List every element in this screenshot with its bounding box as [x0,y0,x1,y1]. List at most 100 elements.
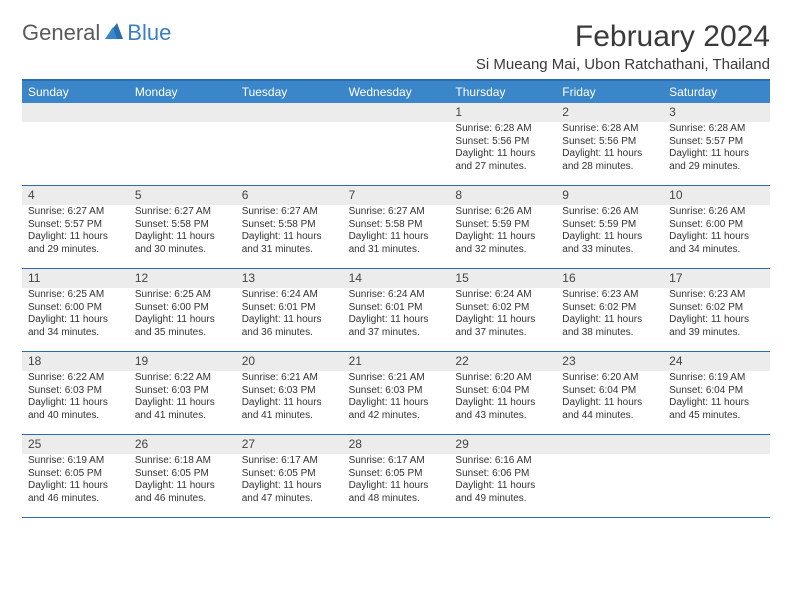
day-number: 26 [129,435,236,454]
sunrise-text: Sunrise: 6:26 AM [562,206,657,219]
sunset-text: Sunset: 6:04 PM [562,385,657,398]
day-detail: Sunrise: 6:24 AMSunset: 6:02 PMDaylight:… [449,288,556,343]
day-detail: Sunrise: 6:27 AMSunset: 5:58 PMDaylight:… [343,205,450,260]
logo-text-general: General [22,20,100,46]
day-detail: Sunrise: 6:19 AMSunset: 6:04 PMDaylight:… [663,371,770,426]
day-detail: Sunrise: 6:25 AMSunset: 6:00 PMDaylight:… [22,288,129,343]
sunrise-text: Sunrise: 6:19 AM [669,372,764,385]
daylight2-text: and 47 minutes. [242,493,337,506]
empty-cell [236,103,343,185]
day-detail: Sunrise: 6:17 AMSunset: 6:05 PMDaylight:… [236,454,343,509]
sunrise-text: Sunrise: 6:20 AM [562,372,657,385]
day-number: 25 [22,435,129,454]
sunset-text: Sunset: 6:04 PM [669,385,764,398]
sunset-text: Sunset: 6:06 PM [455,468,550,481]
daylight1-text: Daylight: 11 hours [669,148,764,161]
sunrise-text: Sunrise: 6:23 AM [562,289,657,302]
daylight1-text: Daylight: 11 hours [669,231,764,244]
sunrise-text: Sunrise: 6:19 AM [28,455,123,468]
daylight2-text: and 31 minutes. [242,244,337,257]
sunrise-text: Sunrise: 6:21 AM [242,372,337,385]
daylight1-text: Daylight: 11 hours [562,314,657,327]
day-detail: Sunrise: 6:28 AMSunset: 5:56 PMDaylight:… [449,122,556,177]
day-cell: 8Sunrise: 6:26 AMSunset: 5:59 PMDaylight… [449,186,556,268]
sunrise-text: Sunrise: 6:25 AM [135,289,230,302]
daylight1-text: Daylight: 11 hours [455,314,550,327]
daylight2-text: and 46 minutes. [135,493,230,506]
sunset-text: Sunset: 5:58 PM [242,219,337,232]
day-detail: Sunrise: 6:27 AMSunset: 5:58 PMDaylight:… [236,205,343,260]
daylight1-text: Daylight: 11 hours [349,314,444,327]
weekday-header: Friday [556,81,663,103]
day-cell: 11Sunrise: 6:25 AMSunset: 6:00 PMDayligh… [22,269,129,351]
day-detail: Sunrise: 6:21 AMSunset: 6:03 PMDaylight:… [236,371,343,426]
day-detail: Sunrise: 6:20 AMSunset: 6:04 PMDaylight:… [449,371,556,426]
day-number: 16 [556,269,663,288]
sunset-text: Sunset: 6:03 PM [28,385,123,398]
day-cell: 14Sunrise: 6:24 AMSunset: 6:01 PMDayligh… [343,269,450,351]
daylight2-text: and 30 minutes. [135,244,230,257]
day-cell: 13Sunrise: 6:24 AMSunset: 6:01 PMDayligh… [236,269,343,351]
day-detail: Sunrise: 6:26 AMSunset: 6:00 PMDaylight:… [663,205,770,260]
sunrise-text: Sunrise: 6:20 AM [455,372,550,385]
daylight2-text: and 41 minutes. [242,410,337,423]
day-cell: 5Sunrise: 6:27 AMSunset: 5:58 PMDaylight… [129,186,236,268]
daylight1-text: Daylight: 11 hours [455,231,550,244]
day-number: 18 [22,352,129,371]
sunrise-text: Sunrise: 6:21 AM [349,372,444,385]
sunset-text: Sunset: 5:59 PM [455,219,550,232]
day-number: 3 [663,103,770,122]
sunset-text: Sunset: 5:56 PM [562,136,657,149]
sunset-text: Sunset: 6:00 PM [135,302,230,315]
day-number: 12 [129,269,236,288]
daylight2-text: and 42 minutes. [349,410,444,423]
calendar-page: General Blue February 2024 Si Mueang Mai… [0,0,792,538]
week-row: 11Sunrise: 6:25 AMSunset: 6:00 PMDayligh… [22,269,770,352]
day-detail: Sunrise: 6:28 AMSunset: 5:57 PMDaylight:… [663,122,770,177]
sunset-text: Sunset: 6:04 PM [455,385,550,398]
header: General Blue February 2024 Si Mueang Mai… [22,20,770,73]
daylight1-text: Daylight: 11 hours [562,397,657,410]
day-number: 24 [663,352,770,371]
sunset-text: Sunset: 5:59 PM [562,219,657,232]
daylight1-text: Daylight: 11 hours [28,480,123,493]
sunset-text: Sunset: 6:05 PM [28,468,123,481]
sunset-text: Sunset: 5:57 PM [28,219,123,232]
day-number: 23 [556,352,663,371]
empty-cell [129,103,236,185]
day-detail: Sunrise: 6:26 AMSunset: 5:59 PMDaylight:… [449,205,556,260]
sunset-text: Sunset: 6:03 PM [349,385,444,398]
week-row: 18Sunrise: 6:22 AMSunset: 6:03 PMDayligh… [22,352,770,435]
day-number: 19 [129,352,236,371]
day-number [22,103,129,122]
logo-sail-icon [104,22,124,45]
day-detail: Sunrise: 6:23 AMSunset: 6:02 PMDaylight:… [556,288,663,343]
day-number: 9 [556,186,663,205]
day-number: 6 [236,186,343,205]
day-detail: Sunrise: 6:27 AMSunset: 5:57 PMDaylight:… [22,205,129,260]
sunset-text: Sunset: 6:00 PM [28,302,123,315]
day-detail: Sunrise: 6:27 AMSunset: 5:58 PMDaylight:… [129,205,236,260]
daylight1-text: Daylight: 11 hours [562,231,657,244]
day-detail: Sunrise: 6:24 AMSunset: 6:01 PMDaylight:… [236,288,343,343]
day-cell: 28Sunrise: 6:17 AMSunset: 6:05 PMDayligh… [343,435,450,517]
daylight2-text: and 34 minutes. [28,327,123,340]
daylight1-text: Daylight: 11 hours [242,480,337,493]
daylight2-text: and 41 minutes. [135,410,230,423]
daylight1-text: Daylight: 11 hours [349,480,444,493]
sunrise-text: Sunrise: 6:27 AM [135,206,230,219]
weekday-header: Sunday [22,81,129,103]
day-number: 20 [236,352,343,371]
sunset-text: Sunset: 6:05 PM [242,468,337,481]
day-number: 28 [343,435,450,454]
sunrise-text: Sunrise: 6:26 AM [669,206,764,219]
day-number: 4 [22,186,129,205]
day-cell: 6Sunrise: 6:27 AMSunset: 5:58 PMDaylight… [236,186,343,268]
sunset-text: Sunset: 6:05 PM [135,468,230,481]
day-number: 11 [22,269,129,288]
daylight2-text: and 31 minutes. [349,244,444,257]
day-number [129,103,236,122]
sunset-text: Sunset: 6:00 PM [669,219,764,232]
daylight1-text: Daylight: 11 hours [349,231,444,244]
day-number: 29 [449,435,556,454]
